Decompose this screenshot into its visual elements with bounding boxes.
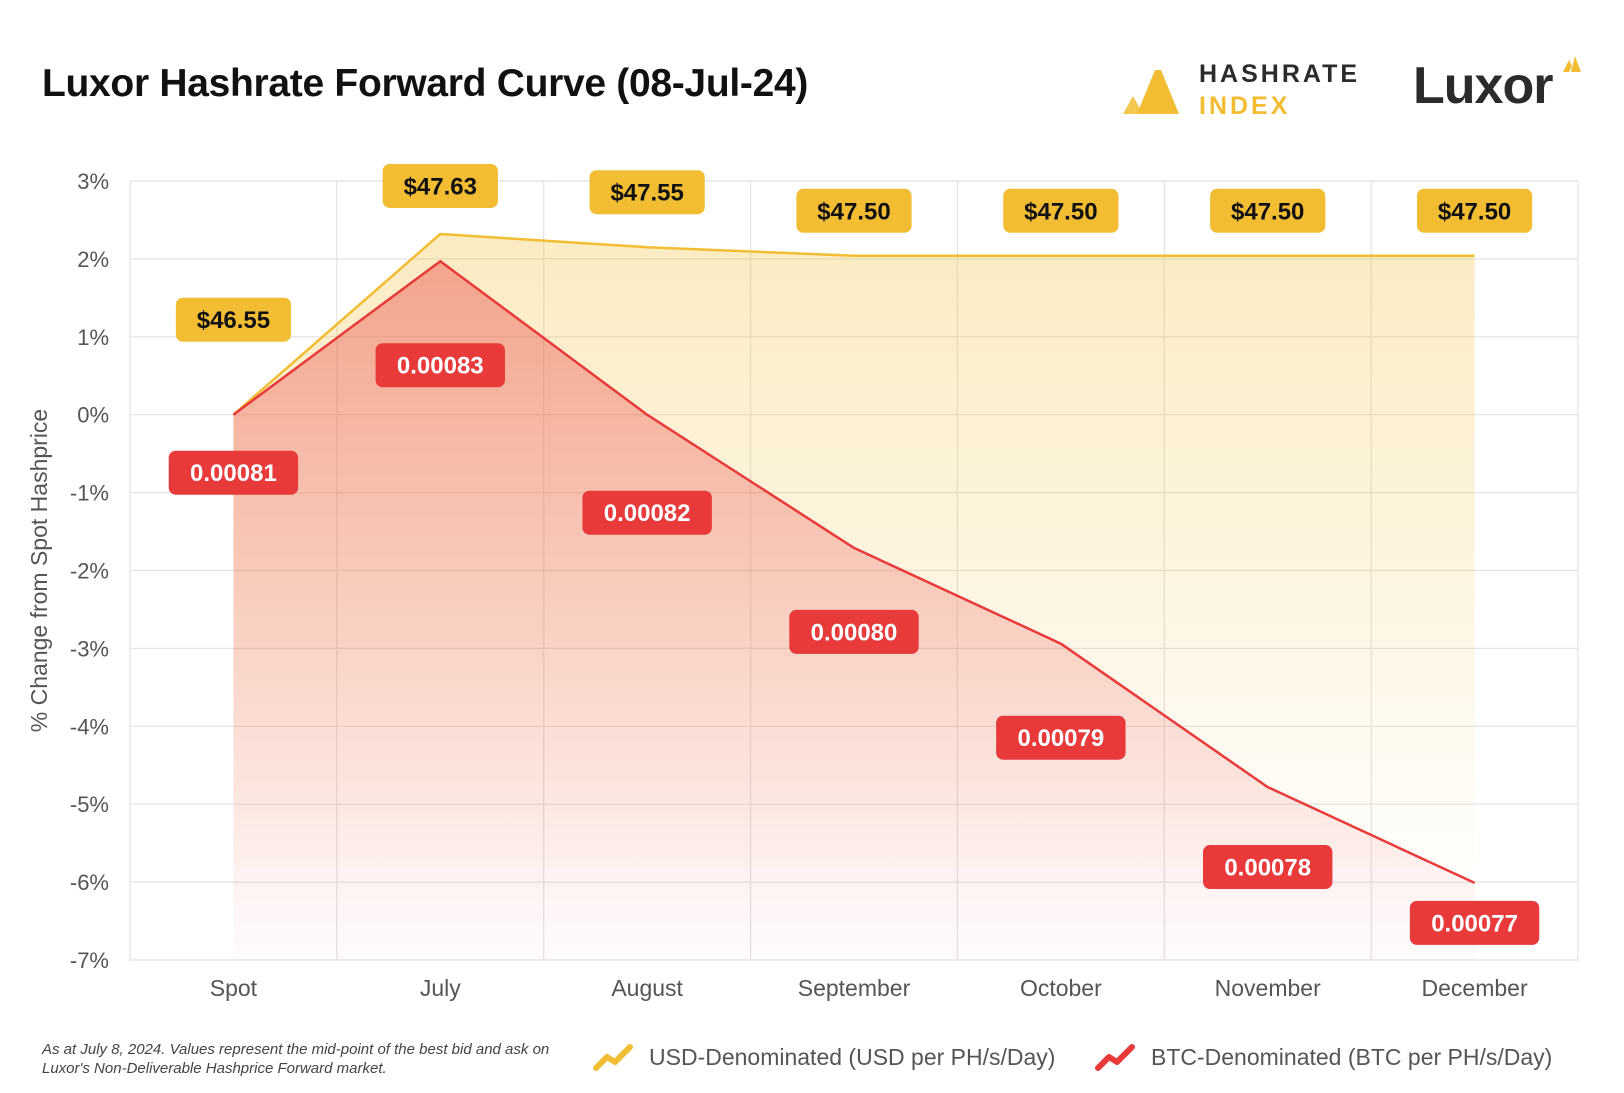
btc-data-label-box — [996, 715, 1126, 760]
y-tick-label: -5% — [70, 792, 109, 817]
y-tick-label: 1% — [77, 325, 109, 350]
btc-data-label-box — [789, 609, 919, 654]
usd-data-label-text: $47.50 — [1024, 198, 1097, 225]
usd-data-label-text: $47.50 — [817, 198, 890, 225]
luxor-logo: Luxor — [1413, 52, 1593, 122]
hashrate-index-logo-icon — [1123, 70, 1179, 114]
usd-data-label: $47.50 — [796, 188, 912, 233]
usd-data-label-box — [796, 188, 912, 233]
luxor-logo-icon — [1563, 56, 1581, 72]
y-tick-label: 2% — [77, 247, 109, 272]
btc-data-label-text: 0.00078 — [1224, 855, 1311, 882]
usd-data-label-box — [1210, 188, 1326, 233]
legend-btc-icon — [1095, 1044, 1135, 1071]
usd-data-label: $47.55 — [589, 170, 705, 215]
btc-data-label: 0.00078 — [1203, 845, 1333, 890]
y-tick-label: -2% — [70, 559, 109, 584]
label-layer: $46.55 $47.63 $47.55 $47.50 $47.50 $47.50 $47.… — [168, 163, 1540, 945]
btc-data-label: 0.00083 — [375, 343, 505, 388]
x-tick-label: November — [1215, 975, 1321, 1001]
usd-line — [232, 232, 1475, 416]
btc-data-label: 0.00080 — [789, 609, 919, 654]
btc-line — [232, 259, 1476, 885]
usd-data-label: $46.55 — [175, 297, 292, 342]
footnote: As at July 8, 2024. Values represent the… — [42, 1041, 550, 1077]
y-tick-label: -4% — [70, 714, 109, 739]
btc-data-label: 0.00082 — [582, 490, 712, 535]
usd-data-label: $47.63 — [382, 163, 498, 208]
legend-btc-label: BTC-Denominated (BTC per PH/s/Day) — [1151, 1043, 1553, 1070]
luxor-wordmark: Luxor — [1413, 57, 1553, 115]
btc-data-label-text: 0.00081 — [190, 460, 277, 487]
btc-data-label-text: 0.00077 — [1431, 910, 1518, 937]
x-tick-label: August — [611, 975, 683, 1001]
usd-data-label-box — [589, 170, 705, 215]
y-tick-label: -3% — [70, 636, 109, 661]
btc-data-label: 0.00077 — [1409, 900, 1540, 945]
btc-data-label-box — [1409, 900, 1540, 945]
usd-data-label: $47.50 — [1416, 188, 1533, 233]
y-tick-label: 0% — [77, 403, 109, 428]
btc-data-label: 0.00079 — [996, 715, 1126, 760]
legend-usd-label: USD-Denominated (USD per PH/s/Day) — [649, 1043, 1056, 1070]
chart-title: Luxor Hashrate Forward Curve (08-Jul-24) — [42, 62, 809, 105]
usd-data-label-text: $47.55 — [610, 180, 683, 207]
btc-data-label-text: 0.00079 — [1017, 725, 1104, 752]
usd-data-label: $47.50 — [1003, 188, 1119, 233]
usd-data-label-text: $46.55 — [197, 307, 270, 334]
btc-data-label-text: 0.00083 — [397, 353, 484, 380]
line-layer — [232, 232, 1476, 885]
btc-data-label-box — [375, 343, 505, 388]
y-axis-title: % Change from Spot Hashprice — [26, 409, 52, 732]
btc-data-label-box — [1203, 845, 1333, 890]
hashrate-index-logo: HASHRATE INDEX — [1123, 56, 1373, 126]
usd-data-label-text: $47.50 — [1231, 198, 1304, 225]
legend-usd: USD-Denominated (USD per PH/s/Day) — [593, 1042, 1055, 1072]
y-tick-label: -7% — [70, 948, 109, 973]
y-tick-label: 3% — [77, 169, 109, 194]
usd-data-label-text: $47.63 — [404, 173, 477, 200]
x-tick-label: October — [1020, 975, 1102, 1001]
btc-data-label-text: 0.00082 — [604, 500, 691, 527]
hashrate-index-word-1: HASHRATE — [1199, 60, 1361, 88]
x-tick-label: September — [798, 975, 911, 1001]
btc-data-label: 0.00081 — [168, 450, 299, 495]
legend-usd-icon — [593, 1044, 633, 1071]
btc-data-label-box — [582, 490, 712, 535]
usd-data-label: $47.50 — [1210, 188, 1326, 233]
hashrate-index-word-2: INDEX — [1199, 92, 1291, 120]
btc-data-label-box — [168, 450, 299, 495]
usd-data-label-text: $47.50 — [1438, 198, 1511, 225]
usd-data-label-box — [1003, 188, 1119, 233]
y-tick-label: -1% — [70, 481, 109, 506]
usd-data-label-box — [175, 297, 292, 342]
x-tick-label: July — [420, 975, 461, 1001]
legend-btc: BTC-Denominated (BTC per PH/s/Day) — [1095, 1042, 1552, 1072]
axis-layer: 3% 2% 1% 0% -1% -2% -3% -4% -5% -6% -7% Spot July Aug… — [26, 169, 1528, 1001]
usd-data-label-box — [1416, 188, 1533, 233]
usd-data-label-box — [382, 163, 498, 208]
y-tick-label: -6% — [70, 870, 109, 895]
x-tick-label: December — [1422, 975, 1528, 1001]
btc-data-label-text: 0.00080 — [811, 619, 898, 646]
x-tick-label: Spot — [210, 975, 258, 1001]
